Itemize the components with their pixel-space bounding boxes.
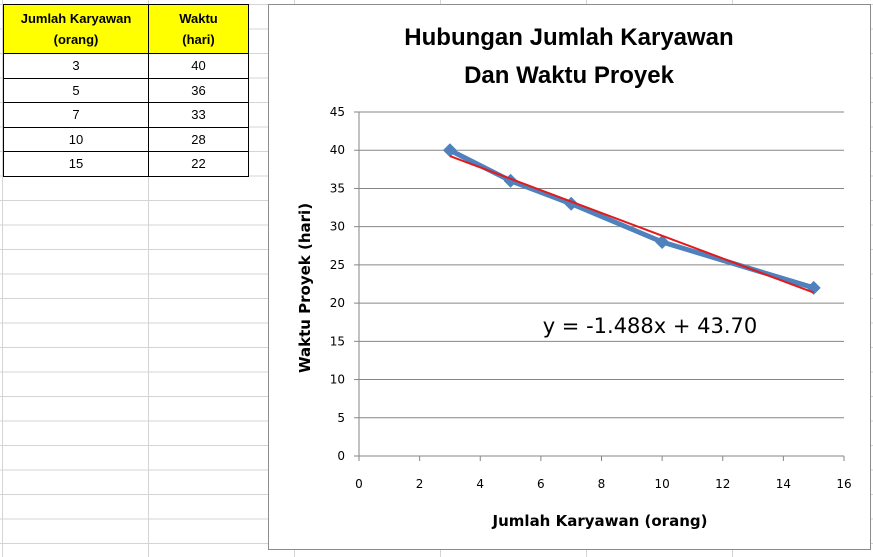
table-row: 15 22	[3, 151, 249, 177]
chart-title-line-2: Dan Waktu Proyek	[464, 62, 674, 89]
table-cell[interactable]: 36	[148, 77, 249, 103]
x-axis-label: Jumlah Karyawan (orang)	[492, 512, 708, 530]
y-tick-label: 0	[337, 449, 345, 463]
y-tick-label: 45	[330, 105, 345, 119]
data-series	[442, 143, 821, 295]
y-tick-label: 25	[330, 258, 345, 272]
x-tick-label: 12	[715, 477, 730, 491]
y-tick-label: 15	[330, 334, 345, 348]
trendline	[449, 155, 815, 294]
trendline-layer	[449, 155, 815, 294]
table-cell[interactable]: 5	[3, 77, 149, 103]
x-tick-label: 6	[537, 477, 545, 491]
y-tick-label: 40	[330, 143, 345, 157]
x-tick-label: 2	[416, 477, 424, 491]
table-cell[interactable]: 10	[3, 126, 149, 152]
data-point-marker[interactable]	[655, 234, 670, 249]
data-table: Jumlah Karyawan (orang) Waktu (hari) 3 4…	[3, 4, 249, 177]
header-jumlah-karyawan[interactable]: Jumlah Karyawan (orang)	[3, 4, 149, 54]
x-tick-label: 8	[598, 477, 606, 491]
chart-title-line-1: Hubungan Jumlah Karyawan	[404, 24, 733, 51]
gridlines	[359, 111, 844, 419]
header-line: (orang)	[53, 32, 99, 47]
table-row: 7 33	[3, 102, 249, 128]
y-axis-label: Waktu Proyek (hari)	[296, 203, 314, 373]
y-tick-labels: 0 5 10 15 20 25 30 35 40 45	[330, 105, 345, 463]
x-tick-label: 0	[355, 477, 363, 491]
table-cell[interactable]: 3	[3, 53, 149, 79]
y-tick-label: 10	[330, 373, 345, 387]
header-line: (hari)	[182, 32, 215, 47]
x-tick-label: 16	[836, 477, 851, 491]
table-cell[interactable]: 28	[148, 126, 249, 152]
table-row: 3 40	[3, 53, 249, 79]
table-cell[interactable]: 33	[148, 102, 249, 128]
trendline-equation: y = -1.488x + 43.70	[543, 314, 758, 338]
table-header-row: Jumlah Karyawan (orang) Waktu (hari)	[3, 4, 249, 54]
y-tick-label: 35	[330, 181, 345, 195]
x-tick-label: 14	[776, 477, 791, 491]
header-line: Jumlah Karyawan	[20, 11, 132, 26]
chart-area[interactable]: Hubungan Jumlah Karyawan Dan Waktu Proye…	[268, 4, 871, 550]
header-line: Waktu	[179, 11, 218, 26]
data-point-marker[interactable]	[806, 280, 821, 295]
y-tick-label: 5	[337, 411, 345, 425]
table-row: 10 28	[3, 126, 249, 152]
data-point-marker[interactable]	[442, 143, 457, 158]
table-cell[interactable]: 22	[148, 151, 249, 177]
table-row: 5 36	[3, 77, 249, 103]
table-cell[interactable]: 40	[148, 53, 249, 79]
series-line	[448, 147, 815, 291]
table-cell[interactable]: 7	[3, 102, 149, 128]
axes	[354, 111, 845, 461]
table-cell[interactable]: 15	[3, 151, 149, 177]
x-tick-label: 4	[476, 477, 484, 491]
chart-svg: Hubungan Jumlah Karyawan Dan Waktu Proye…	[296, 24, 852, 530]
y-tick-label: 20	[330, 296, 345, 310]
x-tick-label: 10	[654, 477, 669, 491]
y-tick-label: 30	[330, 220, 345, 234]
x-tick-labels: 0 2 4 6 8 10 12 14 16	[355, 477, 851, 491]
header-waktu[interactable]: Waktu (hari)	[148, 4, 249, 54]
